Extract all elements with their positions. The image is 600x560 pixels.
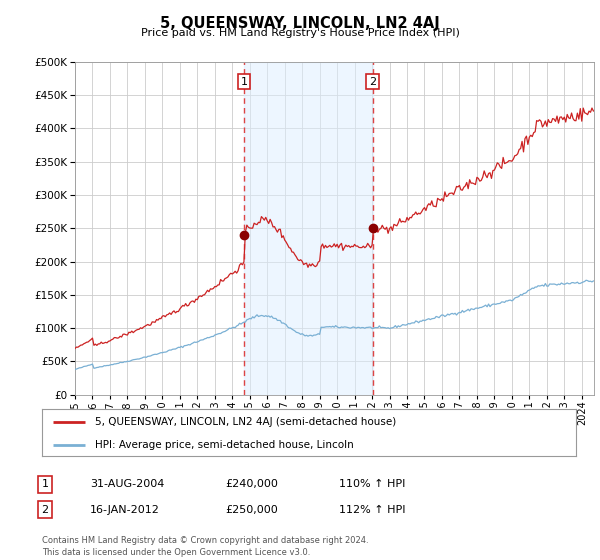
Text: Contains HM Land Registry data © Crown copyright and database right 2024.
This d: Contains HM Land Registry data © Crown c… xyxy=(42,536,368,557)
Text: 2: 2 xyxy=(41,505,49,515)
Text: 2: 2 xyxy=(369,77,376,87)
Text: HPI: Average price, semi-detached house, Lincoln: HPI: Average price, semi-detached house,… xyxy=(95,440,354,450)
Text: 112% ↑ HPI: 112% ↑ HPI xyxy=(339,505,406,515)
Text: 110% ↑ HPI: 110% ↑ HPI xyxy=(339,479,406,489)
Text: £250,000: £250,000 xyxy=(225,505,278,515)
Text: 16-JAN-2012: 16-JAN-2012 xyxy=(90,505,160,515)
Text: 5, QUEENSWAY, LINCOLN, LN2 4AJ (semi-detached house): 5, QUEENSWAY, LINCOLN, LN2 4AJ (semi-det… xyxy=(95,417,397,427)
Text: 31-AUG-2004: 31-AUG-2004 xyxy=(90,479,164,489)
Text: Price paid vs. HM Land Registry's House Price Index (HPI): Price paid vs. HM Land Registry's House … xyxy=(140,28,460,38)
Text: 5, QUEENSWAY, LINCOLN, LN2 4AJ: 5, QUEENSWAY, LINCOLN, LN2 4AJ xyxy=(160,16,440,31)
Text: £240,000: £240,000 xyxy=(225,479,278,489)
Bar xyxy=(244,62,373,395)
Text: 1: 1 xyxy=(41,479,49,489)
Text: 1: 1 xyxy=(241,77,247,87)
